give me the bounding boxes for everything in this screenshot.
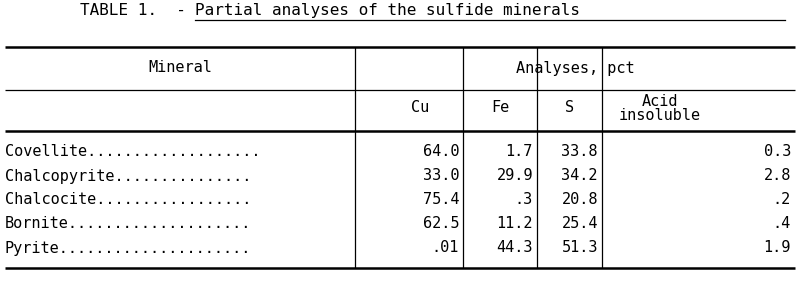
- Text: 1.7: 1.7: [506, 145, 533, 160]
- Text: 33.0: 33.0: [422, 168, 459, 183]
- Text: 25.4: 25.4: [562, 217, 598, 232]
- Text: .01: .01: [432, 240, 459, 255]
- Text: Analyses, pct: Analyses, pct: [516, 60, 634, 75]
- Text: Pyrite.....................: Pyrite.....................: [5, 240, 251, 255]
- Text: .2: .2: [773, 192, 791, 207]
- Text: 34.2: 34.2: [562, 168, 598, 183]
- Text: Cu: Cu: [411, 101, 429, 115]
- Text: Partial analyses of the sulfide minerals: Partial analyses of the sulfide minerals: [195, 3, 580, 18]
- Text: Fe: Fe: [491, 101, 509, 115]
- Text: Acid: Acid: [642, 94, 678, 109]
- Text: S: S: [566, 101, 574, 115]
- Text: 29.9: 29.9: [497, 168, 533, 183]
- Text: Covellite...................: Covellite...................: [5, 145, 261, 160]
- Text: 11.2: 11.2: [497, 217, 533, 232]
- Text: 75.4: 75.4: [422, 192, 459, 207]
- Text: 1.9: 1.9: [764, 240, 791, 255]
- Text: Mineral: Mineral: [148, 60, 212, 75]
- Text: 64.0: 64.0: [422, 145, 459, 160]
- Text: 2.8: 2.8: [764, 168, 791, 183]
- Text: TABLE 1.  -: TABLE 1. -: [80, 3, 195, 18]
- Text: 51.3: 51.3: [562, 240, 598, 255]
- Text: 44.3: 44.3: [497, 240, 533, 255]
- Text: 33.8: 33.8: [562, 145, 598, 160]
- Text: Bornite....................: Bornite....................: [5, 217, 251, 232]
- Text: insoluble: insoluble: [619, 107, 701, 122]
- Text: Chalcocite.................: Chalcocite.................: [5, 192, 251, 207]
- Text: Chalcopyrite...............: Chalcopyrite...............: [5, 168, 251, 183]
- Text: 0.3: 0.3: [764, 145, 791, 160]
- Text: 62.5: 62.5: [422, 217, 459, 232]
- Text: .3: .3: [514, 192, 533, 207]
- Text: 20.8: 20.8: [562, 192, 598, 207]
- Text: .4: .4: [773, 217, 791, 232]
